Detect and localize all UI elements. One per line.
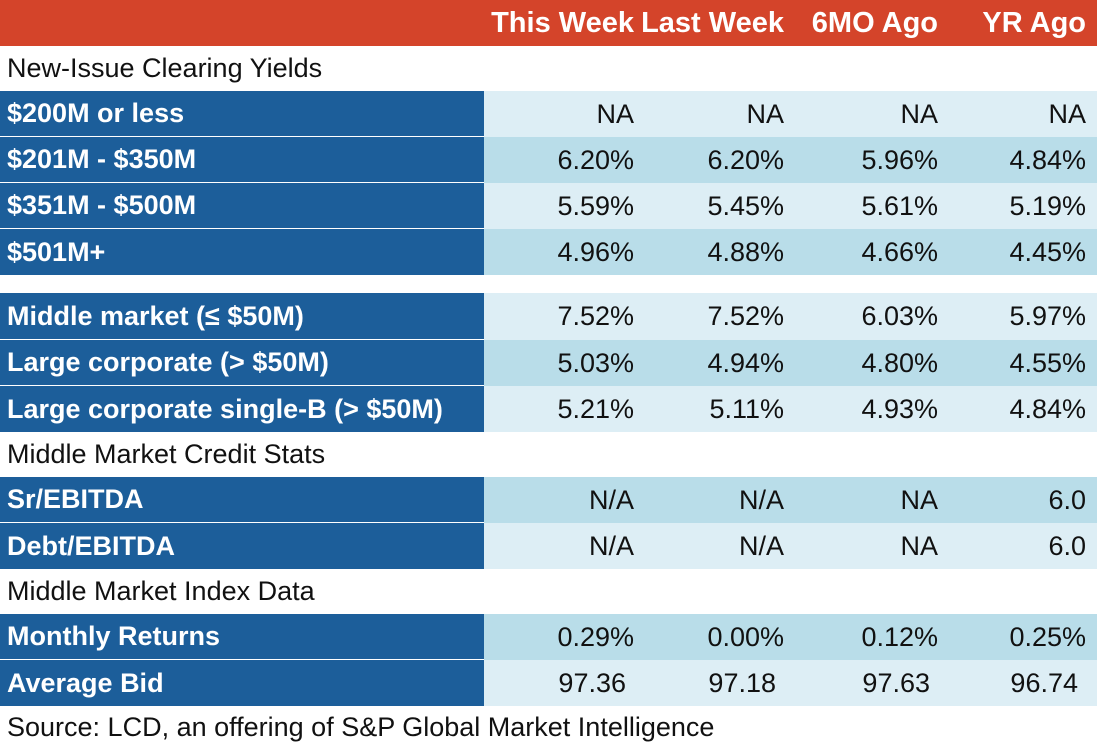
- section-spacer: [0, 275, 1097, 293]
- cell-last-week: 6.20%: [707, 144, 784, 175]
- section-title-credit-stats: Middle Market Credit Stats: [0, 432, 1097, 477]
- cell-6mo-ago: 6.03%: [861, 301, 938, 331]
- row-label: $200M or less: [0, 91, 484, 137]
- cell-last-week: 4.94%: [707, 347, 784, 378]
- cell-last-week: N/A: [738, 484, 784, 515]
- cell-this-week: 5.03%: [557, 347, 634, 378]
- column-header-yr-ago: YR Ago: [982, 6, 1086, 39]
- table-header-row: This Week Last Week 6MO Ago YR Ago: [0, 0, 1097, 46]
- cell-last-week: 5.45%: [707, 190, 784, 221]
- table-row: Sr/EBITDA N/A N/A NA 6.0: [0, 477, 1097, 523]
- table-row: Large corporate single-B (> $50M) 5.21% …: [0, 386, 1097, 432]
- cell-this-week: 97.36: [558, 667, 626, 698]
- cell-6mo-ago: 0.12%: [861, 621, 938, 652]
- cell-6mo-ago: 4.80%: [861, 347, 938, 378]
- cell-this-week: N/A: [588, 530, 634, 561]
- column-header-this-week: This Week: [491, 6, 634, 39]
- table-row: $200M or less NA NA NA NA: [0, 91, 1097, 137]
- cell-this-week: 5.59%: [557, 190, 634, 221]
- row-label: $351M - $500M: [0, 183, 484, 229]
- row-label: Large corporate single-B (> $50M): [0, 386, 484, 432]
- cell-last-week: 97.18: [708, 667, 776, 698]
- table-row: Average Bid 97.36 97.18 97.63 96.74: [0, 660, 1097, 706]
- cell-last-week: NA: [746, 98, 784, 129]
- cell-yr-ago: 5.19%: [1009, 190, 1086, 221]
- cell-yr-ago: 4.55%: [1009, 347, 1086, 378]
- cell-last-week: 0.00%: [707, 621, 784, 652]
- cell-yr-ago: 96.74: [1010, 667, 1078, 698]
- cell-last-week: 5.11%: [709, 393, 784, 424]
- row-label: $501M+: [0, 229, 484, 275]
- cell-last-week: 7.52%: [707, 301, 784, 331]
- cell-yr-ago: 4.45%: [1009, 236, 1086, 267]
- section-title-index-data: Middle Market Index Data: [0, 569, 1097, 614]
- cell-yr-ago: 6.0: [1048, 484, 1086, 515]
- row-label: Monthly Returns: [0, 614, 484, 660]
- cell-this-week: 5.21%: [557, 393, 634, 424]
- row-label: Large corporate (> $50M): [0, 340, 484, 386]
- table-row: Debt/EBITDA N/A N/A NA 6.0: [0, 523, 1097, 569]
- cell-this-week: 7.52%: [557, 301, 634, 331]
- row-label: Average Bid: [0, 660, 484, 706]
- cell-6mo-ago: NA: [900, 530, 938, 561]
- column-header-last-week: Last Week: [641, 6, 784, 39]
- table-row: Middle market (≤ $50M) 7.52% 7.52% 6.03%…: [0, 293, 1097, 340]
- cell-yr-ago: 4.84%: [1009, 144, 1086, 175]
- table-row: $351M - $500M 5.59% 5.45% 5.61% 5.19%: [0, 183, 1097, 229]
- cell-yr-ago: 6.0: [1048, 530, 1086, 561]
- cell-yr-ago: 5.97%: [1009, 301, 1086, 331]
- table-row: $201M - $350M 6.20% 6.20% 5.96% 4.84%: [0, 137, 1097, 183]
- cell-this-week: 0.29%: [557, 621, 634, 652]
- cell-last-week: 4.88%: [707, 236, 784, 267]
- cell-this-week: 6.20%: [557, 144, 634, 175]
- cell-yr-ago: 4.84%: [1009, 393, 1086, 424]
- column-header-6mo-ago: 6MO Ago: [811, 6, 938, 39]
- row-label: $201M - $350M: [0, 137, 484, 183]
- row-label: Sr/EBITDA: [0, 477, 484, 523]
- table-row: Large corporate (> $50M) 5.03% 4.94% 4.8…: [0, 340, 1097, 386]
- row-label: Middle market (≤ $50M): [0, 293, 484, 340]
- cell-last-week: N/A: [738, 530, 784, 561]
- table-row: $501M+ 4.96% 4.88% 4.66% 4.45%: [0, 229, 1097, 275]
- cell-6mo-ago: 4.66%: [861, 236, 938, 267]
- cell-yr-ago: NA: [1048, 98, 1086, 129]
- cell-yr-ago: 0.25%: [1009, 621, 1086, 652]
- cell-6mo-ago: 4.93%: [861, 393, 938, 424]
- row-label: Debt/EBITDA: [0, 523, 484, 569]
- section-title-new-issue: New-Issue Clearing Yields: [0, 46, 1097, 91]
- cell-6mo-ago: 5.61%: [861, 190, 938, 221]
- cell-this-week: NA: [596, 98, 634, 129]
- cell-this-week: N/A: [588, 484, 634, 515]
- source-note: Source: LCD, an offering of S&P Global M…: [7, 711, 715, 742]
- cell-6mo-ago: 5.96%: [861, 144, 938, 175]
- cell-6mo-ago: 97.63: [862, 667, 930, 698]
- cell-6mo-ago: NA: [900, 484, 938, 515]
- cell-6mo-ago: NA: [900, 98, 938, 129]
- cell-this-week: 4.96%: [557, 236, 634, 267]
- table-row: Monthly Returns 0.29% 0.00% 0.12% 0.25%: [0, 614, 1097, 660]
